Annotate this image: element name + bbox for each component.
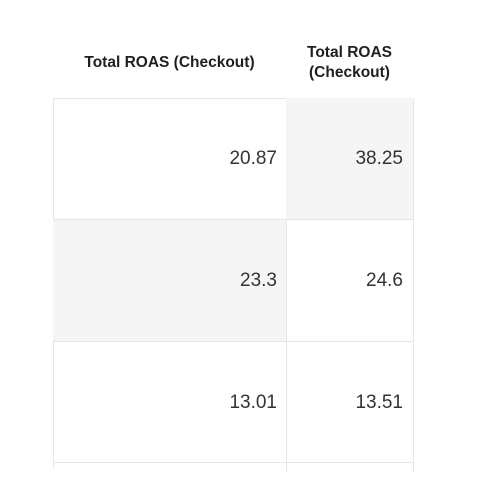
table-cell: 13.51	[355, 391, 403, 413]
column-header-total-roas-checkout-2[interactable]: Total ROAS (Checkout)	[307, 44, 392, 81]
table-row: 13.01 13.51	[53, 342, 414, 463]
table-cell: 20.87	[229, 147, 277, 169]
grid-line-right	[413, 28, 414, 472]
table-cell: 38.25	[286, 98, 413, 219]
table-row: 20.87 38.25	[53, 98, 414, 220]
table-cell: 24.6	[366, 269, 403, 291]
column-header-total-roas-checkout[interactable]: Total ROAS (Checkout)	[84, 54, 255, 71]
table-header-row: Total ROAS (Checkout) Total ROAS (Checko…	[53, 28, 414, 99]
table-bottom-border	[53, 462, 414, 463]
grid-line-middle	[286, 28, 287, 472]
table-row: 23.3 24.6	[53, 220, 414, 342]
table-cell: 23.3	[53, 220, 286, 341]
table-cell: 13.01	[229, 391, 277, 413]
